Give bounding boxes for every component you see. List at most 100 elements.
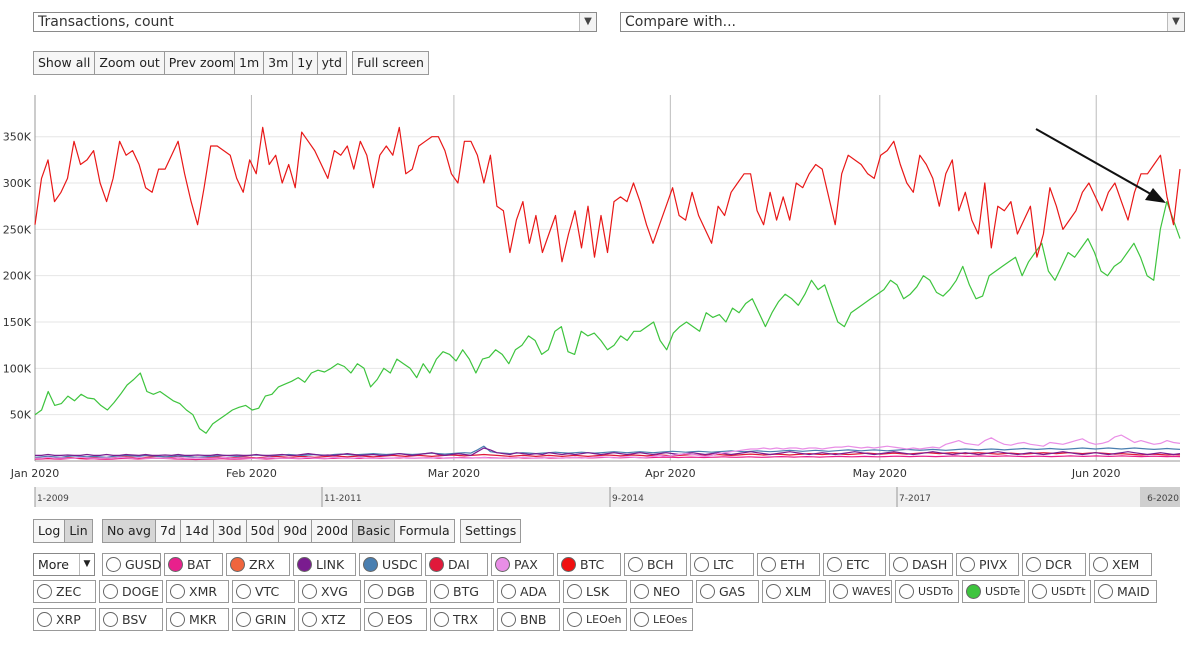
chevron-down-icon[interactable]: ▼ bbox=[79, 554, 94, 575]
coin-toggle-lsk[interactable]: LSK bbox=[563, 580, 627, 603]
coin-color-icon bbox=[561, 557, 576, 572]
range-ytd-button[interactable]: ytd bbox=[321, 55, 342, 70]
coin-color-icon bbox=[103, 612, 118, 627]
coin-label: ADA bbox=[520, 584, 547, 599]
coin-label: XRP bbox=[56, 612, 81, 627]
coin-toggle-maid[interactable]: MAID bbox=[1094, 580, 1157, 603]
formula-mode-button[interactable]: Formula bbox=[399, 523, 450, 538]
metric-select[interactable]: Transactions, count ▼ bbox=[33, 12, 597, 32]
log-scale-button[interactable]: Log bbox=[34, 520, 66, 542]
coin-toggle-doge[interactable]: DOGE bbox=[99, 580, 163, 603]
range-1y-button[interactable]: 1y bbox=[293, 52, 318, 74]
basic-mode-button[interactable]: Basic bbox=[353, 520, 396, 542]
avg-90d-button[interactable]: 90d bbox=[279, 520, 313, 542]
coin-label: USDTe bbox=[985, 585, 1021, 598]
compare-select[interactable]: Compare with... ▼ bbox=[620, 12, 1185, 32]
coin-toggle-bat[interactable]: BAT bbox=[164, 553, 223, 576]
coin-toggle-etc[interactable]: ETC bbox=[823, 553, 886, 576]
more-select-value: More bbox=[38, 557, 69, 572]
range-3m-button[interactable]: 3m bbox=[264, 52, 294, 74]
coin-color-icon bbox=[106, 557, 121, 572]
coin-color-icon bbox=[168, 557, 183, 572]
coin-color-icon bbox=[766, 584, 781, 599]
show-all-button[interactable]: Show all bbox=[34, 52, 96, 74]
coin-toggle-mkr[interactable]: MKR bbox=[166, 608, 229, 631]
coin-toggle-gusd[interactable]: GUSD bbox=[102, 553, 161, 576]
avg-7d-button[interactable]: 7d bbox=[156, 520, 181, 542]
coin-toggle-usdtt[interactable]: USDTt bbox=[1028, 580, 1091, 603]
coin-toggle-dgb[interactable]: DGB bbox=[364, 580, 427, 603]
coin-toggle-xrp[interactable]: XRP bbox=[33, 608, 96, 631]
coin-label: LEOeh bbox=[586, 613, 622, 626]
coin-toggle-xlm[interactable]: XLM bbox=[762, 580, 826, 603]
coin-label: BAT bbox=[187, 557, 211, 572]
coin-toggle-vtc[interactable]: VTC bbox=[232, 580, 295, 603]
coin-color-icon bbox=[1026, 557, 1041, 572]
full-screen-button[interactable]: Full screen bbox=[357, 55, 424, 70]
settings-button[interactable]: Settings bbox=[465, 523, 517, 538]
coin-toggle-bsv[interactable]: BSV bbox=[99, 608, 163, 631]
chevron-down-icon[interactable]: ▼ bbox=[579, 13, 596, 31]
coin-toggle-trx[interactable]: TRX bbox=[430, 608, 494, 631]
no-avg-button[interactable]: No avg bbox=[103, 520, 156, 542]
avg-14d-button[interactable]: 14d bbox=[181, 520, 214, 542]
avg-200d-button[interactable]: 200d bbox=[316, 523, 349, 538]
coin-toggle-pivx[interactable]: PIVX bbox=[956, 553, 1019, 576]
coin-toggle-dcr[interactable]: DCR bbox=[1022, 553, 1086, 576]
coin-color-icon bbox=[899, 584, 914, 599]
x-axis-ticks: Jan 2020 Feb 2020 Mar 2020 Apr 2020 May 2020… bbox=[10, 467, 1121, 480]
coin-toggle-btc[interactable]: BTC bbox=[557, 553, 621, 576]
more-select[interactable]: More ▼ bbox=[33, 553, 95, 576]
coin-toggle-xmr[interactable]: XMR bbox=[166, 580, 229, 603]
x-tick-label: Jan 2020 bbox=[10, 467, 59, 480]
x-tick-label: Feb 2020 bbox=[226, 467, 277, 480]
lin-scale-button[interactable]: Lin bbox=[65, 520, 92, 542]
coin-label: BSV bbox=[122, 612, 147, 627]
coin-toggle-dai[interactable]: DAI bbox=[425, 553, 488, 576]
coin-color-icon bbox=[1098, 584, 1113, 599]
x-tick-label: Mar 2020 bbox=[428, 467, 480, 480]
coin-color-icon bbox=[302, 584, 317, 599]
coin-label: LSK bbox=[586, 584, 610, 599]
coin-toggle-gas[interactable]: GAS bbox=[696, 580, 759, 603]
chevron-down-icon[interactable]: ▼ bbox=[1167, 13, 1184, 31]
coin-toggle-zec[interactable]: ZEC bbox=[33, 580, 96, 603]
coin-toggle-xvg[interactable]: XVG bbox=[298, 580, 361, 603]
range-1m-button[interactable]: 1m bbox=[235, 52, 265, 74]
coin-toggle-eos[interactable]: EOS bbox=[364, 608, 427, 631]
coin-toggle-link[interactable]: LINK bbox=[293, 553, 356, 576]
coin-toggle-usdto[interactable]: USDTo bbox=[895, 580, 959, 603]
coin-toggle-neo[interactable]: NEO bbox=[630, 580, 693, 603]
coin-label: GUSD bbox=[125, 557, 162, 572]
coin-toggle-pax[interactable]: PAX bbox=[491, 553, 554, 576]
coin-toggle-btg[interactable]: BTG bbox=[430, 580, 494, 603]
coin-toggle-dash[interactable]: DASH bbox=[889, 553, 953, 576]
coin-color-icon bbox=[297, 557, 312, 572]
coin-label: XEM bbox=[1112, 557, 1140, 572]
transactions-chart[interactable]: 50K 100K 150K 200K 250K 300K 350K Jan 2020 Feb … bbox=[0, 85, 1200, 510]
coin-toggle-bch[interactable]: BCH bbox=[624, 553, 687, 576]
coin-toggle-grin[interactable]: GRIN bbox=[232, 608, 295, 631]
navigator-track bbox=[35, 487, 1180, 507]
coin-toggle-leoeh[interactable]: LEOeh bbox=[563, 608, 627, 631]
coin-toggle-eth[interactable]: ETH bbox=[757, 553, 820, 576]
avg-30d-button[interactable]: 30d bbox=[214, 520, 247, 542]
y-axis-ticks: 50K 100K 150K 200K 250K 300K 350K bbox=[3, 131, 32, 422]
y-tick-label: 100K bbox=[3, 362, 32, 375]
avg-50d-button[interactable]: 50d bbox=[247, 520, 280, 542]
coin-toggle-xem[interactable]: XEM bbox=[1089, 553, 1152, 576]
coin-toggle-ada[interactable]: ADA bbox=[497, 580, 560, 603]
coin-toggle-ltc[interactable]: LTC bbox=[690, 553, 754, 576]
coin-toggle-usdc[interactable]: USDC bbox=[359, 553, 422, 576]
zoom-out-button[interactable]: Zoom out bbox=[95, 52, 165, 74]
navigator-bar: 1-2009 11-2011 9-2014 7-2017 6-2020 bbox=[34, 487, 1180, 507]
prev-zoom-button[interactable]: Prev zoom bbox=[168, 55, 235, 70]
coin-toggle-xtz[interactable]: XTZ bbox=[298, 608, 361, 631]
coin-toggle-waves[interactable]: WAVES bbox=[829, 580, 892, 603]
coin-toggle-zrx[interactable]: ZRX bbox=[226, 553, 290, 576]
coin-toggle-bnb[interactable]: BNB bbox=[497, 608, 560, 631]
coin-toggle-usdte[interactable]: USDTe bbox=[962, 580, 1025, 603]
coin-toggle-leoes[interactable]: LEOes bbox=[630, 608, 693, 631]
avg-button-group: No avg 7d 14d 30d 50d 90d 200d bbox=[102, 519, 354, 543]
coin-label: LINK bbox=[316, 557, 345, 572]
